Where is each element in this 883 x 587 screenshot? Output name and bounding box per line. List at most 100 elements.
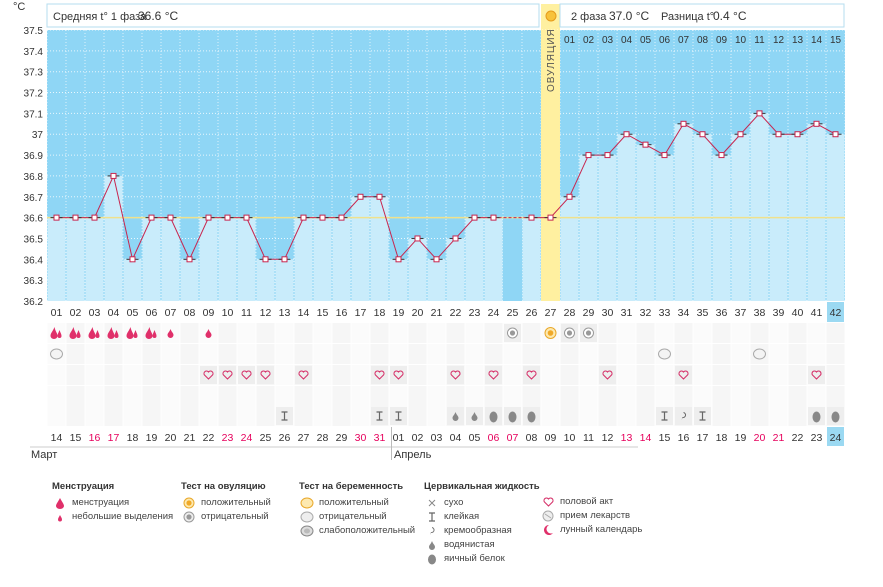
- cycle-day-label: 32: [640, 307, 652, 319]
- phase2-label: 2 фаза: [571, 11, 607, 23]
- legend-other: половой акт прием лекарств лунный календ…: [540, 495, 642, 537]
- marker-cell-active: [238, 366, 255, 384]
- marker-cell: [199, 386, 218, 406]
- grid-layer: 01 02 03 04 05 06 07 08 09 10 11 12 13 14 15: [46, 4, 846, 302]
- data-point: [338, 214, 345, 221]
- phase2-day-label: 14: [811, 35, 823, 46]
- marker-cell: [332, 323, 351, 343]
- cycle-day-label: 17: [355, 307, 367, 319]
- data-point: [566, 193, 573, 200]
- marker-cell: [541, 365, 560, 385]
- marker-cell: [541, 406, 560, 426]
- drop-icon: [133, 330, 138, 338]
- calendar-date-label: 21: [773, 432, 785, 444]
- heart-icon: [811, 370, 822, 380]
- marker-cell: [731, 323, 750, 343]
- bar: [465, 217, 484, 301]
- bar: [47, 217, 66, 301]
- cycle-day-label: 19: [393, 307, 405, 319]
- heart-icon: [241, 370, 252, 380]
- pregtest-weak-icon: [299, 525, 315, 537]
- marker-cell: [465, 365, 484, 385]
- marker-cell: [313, 386, 332, 406]
- marker-cell: [161, 344, 180, 364]
- calendar-date-label: 20: [165, 432, 177, 444]
- moon-icon: [540, 524, 556, 536]
- marker-cell: [275, 365, 294, 385]
- marker-cell: [123, 386, 142, 406]
- cycle-day-label: 18: [374, 307, 386, 319]
- bar: [655, 155, 674, 301]
- data-point: [623, 131, 630, 138]
- marker-cell-active: [675, 366, 692, 384]
- cycle-day-label: 28: [564, 307, 576, 319]
- marker-cell: [617, 406, 636, 426]
- marker-cell: [332, 365, 351, 385]
- marker-cell: [522, 323, 541, 343]
- bar: [142, 217, 161, 301]
- data-point: [376, 193, 383, 200]
- marker-cell: [237, 323, 256, 343]
- drop-icon: [145, 327, 153, 339]
- watery-icon: [424, 540, 440, 550]
- cycle-day-label: 16: [336, 307, 348, 319]
- bar: [408, 238, 427, 301]
- marker-cell: [218, 406, 237, 426]
- marker-cell: [826, 386, 845, 406]
- legend-label: прием лекарств: [560, 510, 631, 521]
- data-point: [148, 214, 155, 221]
- marker-cell: [522, 386, 541, 406]
- y-tick-label: 36.3: [24, 276, 44, 287]
- calendar-date-label: 14: [51, 432, 63, 444]
- data-point: [281, 256, 288, 263]
- marker-cell: [712, 386, 731, 406]
- calendar-date-label: 20: [754, 432, 766, 444]
- legend-menstruation: Менструация менструация небольшие выделе…: [52, 481, 173, 524]
- cycle-day-label: 41: [811, 307, 823, 319]
- marker-cell: [237, 386, 256, 406]
- marker-cell: [750, 406, 769, 426]
- bar: [427, 259, 446, 301]
- y-tick-label: 37.2: [24, 89, 44, 100]
- cycle-day-label: 08: [184, 307, 196, 319]
- y-tick-label: 36.9: [24, 151, 44, 162]
- drop-icon: [126, 327, 134, 339]
- small-drop-icon: [205, 329, 212, 338]
- marker-cell: [332, 386, 351, 406]
- marker-cell: [256, 406, 275, 426]
- pregtest-negative-icon: [299, 511, 315, 523]
- marker-cell: [389, 386, 408, 406]
- legend-label: половой акт: [560, 496, 614, 507]
- marker-cell: [218, 344, 237, 364]
- ovtest-positive-icon: [547, 330, 554, 336]
- phase2-day-label: 13: [792, 35, 804, 46]
- data-point: [737, 131, 744, 138]
- calendar-date-label: 08: [526, 432, 538, 444]
- month-label-march: Март: [31, 449, 57, 461]
- legend-item: водянистая: [424, 538, 540, 552]
- marker-cell: [142, 344, 161, 364]
- marker-cell: [85, 344, 104, 364]
- legend-item: клейкая: [424, 510, 540, 524]
- marker-cell: [579, 386, 598, 406]
- eggwhite-icon: [527, 411, 536, 423]
- y-tick-label: 36.8: [24, 172, 44, 183]
- marker-cell-active: [523, 366, 540, 384]
- marker-cell: [275, 386, 294, 406]
- creamy-icon: [681, 412, 687, 420]
- data-point: [452, 235, 459, 242]
- marker-cell: [313, 406, 332, 426]
- marker-cell: [712, 344, 731, 364]
- marker-cell: [465, 386, 484, 406]
- phase2-day-label: 12: [773, 35, 785, 46]
- eggwhite-icon: [424, 553, 440, 565]
- cycle-day-label: 01: [51, 307, 63, 319]
- data-point: [129, 256, 136, 263]
- marker-cell: [769, 386, 788, 406]
- drop-icon: [114, 330, 119, 338]
- data-point: [585, 152, 592, 159]
- marker-cell: [655, 323, 674, 343]
- legend-label: положительный: [201, 497, 271, 508]
- phase2-day-label: 03: [602, 35, 614, 46]
- data-point: [680, 120, 687, 127]
